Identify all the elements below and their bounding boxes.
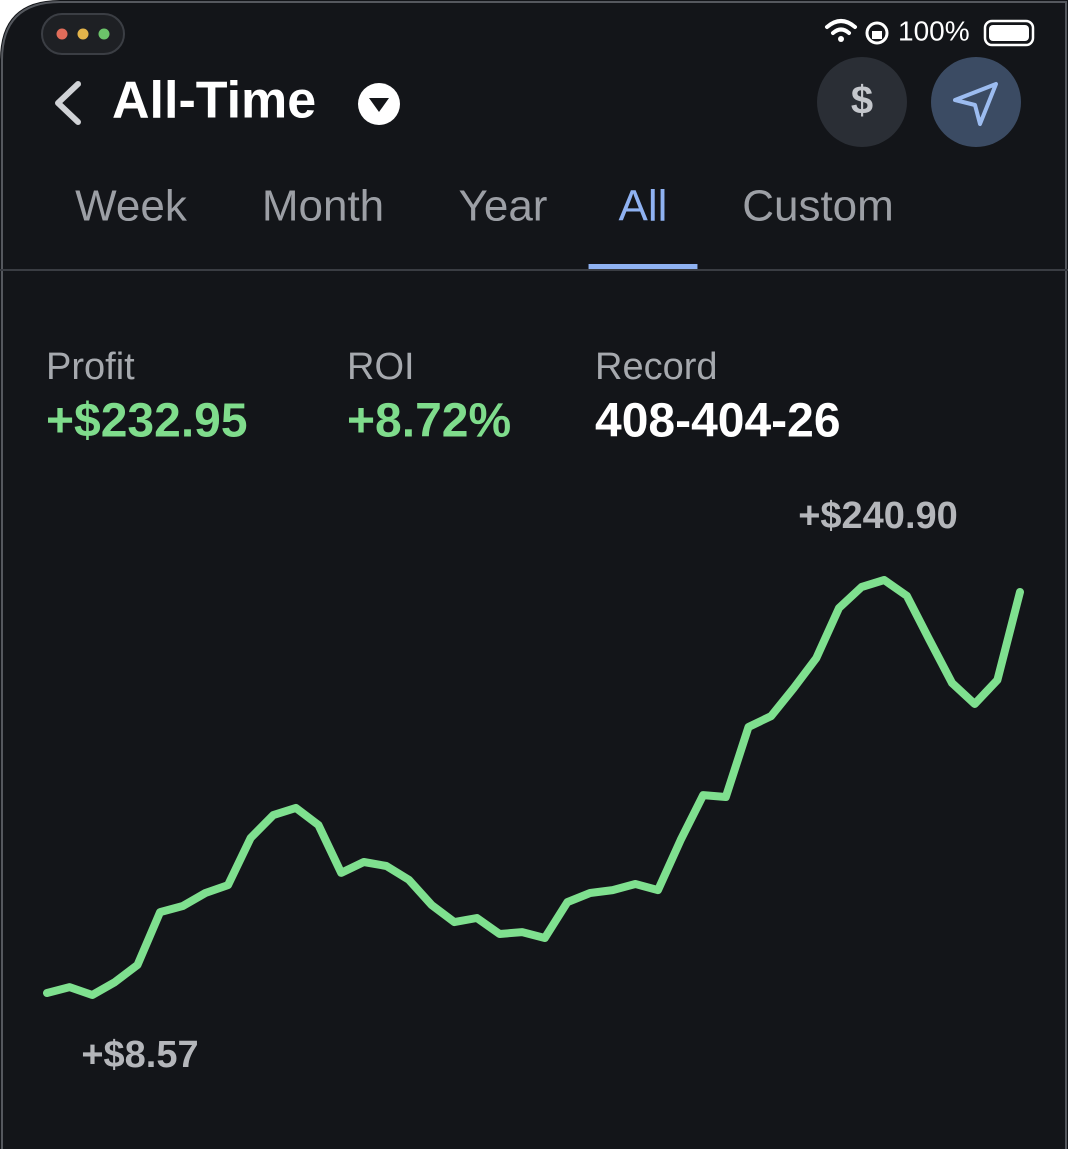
tab-underline [588,264,698,269]
stat-value: +$232.95 [46,395,248,448]
battery-level [989,25,1029,41]
battery [983,19,1035,47]
wifi-icon [825,19,857,35]
dot [98,28,110,40]
lock-body [872,31,882,39]
chart: +$240.90 +$8.57 [43,495,1024,1076]
currency-symbol: $ [851,79,873,123]
currency-button[interactable] [817,57,907,147]
tabs: Week Month Year All Custom [75,182,894,269]
stats: Profit +$232.95 ROI +8.72% Record 408-404-26 [46,346,841,448]
tab[interactable]: All [619,182,668,231]
stat-label: ROI [347,346,415,388]
page-title[interactable]: All-Time [112,72,316,130]
stat-label: Profit [46,346,135,388]
stat-label: Record [595,346,718,388]
profit-line [43,576,1024,999]
wifi-dot [838,36,844,42]
chart-annotation: +$8.57 [81,1034,198,1076]
stat-value: +8.72% [347,395,511,448]
share-button[interactable] [931,57,1021,147]
back-button[interactable] [55,81,81,125]
dropdown-arrow [369,98,389,112]
dot [77,28,89,40]
chart-annotation: +$240.90 [798,495,958,537]
dot [56,28,68,40]
battery-text: 100% [898,15,970,46]
stat-value: 408-404-26 [595,395,841,448]
tab[interactable]: Year [459,182,548,231]
share-icon [953,82,998,126]
lock-icon [865,21,889,45]
tab[interactable]: Week [75,182,188,231]
tab[interactable]: Month [262,182,384,231]
tab[interactable]: Custom [742,182,894,231]
